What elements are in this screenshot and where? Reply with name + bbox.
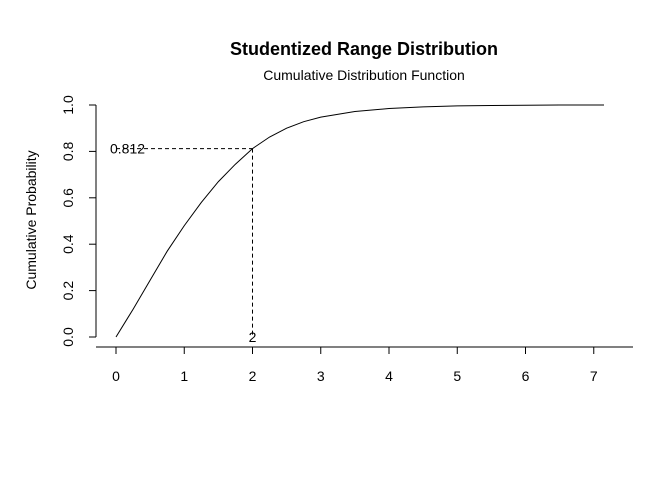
annotation-labels: 0.812 2: [110, 141, 257, 345]
x-tick-label: 4: [385, 368, 393, 384]
y-tick-label: 0.6: [60, 188, 76, 208]
annotation-y-value-label: 0.812: [110, 141, 145, 157]
chart-subtitle: Cumulative Distribution Function: [263, 67, 465, 83]
y-axis-label: Cumulative Probability: [23, 150, 39, 289]
x-tick-label: 6: [522, 368, 530, 384]
annotation-x-value-label: 2: [249, 329, 257, 345]
x-tick-label: 2: [249, 368, 257, 384]
cdf-series-line: [115, 104, 604, 338]
y-tick-label: 0.0: [60, 327, 76, 347]
y-tick-label: 0.2: [60, 281, 76, 301]
x-tick-label: 0: [112, 368, 120, 384]
x-tick-label: 3: [317, 368, 325, 384]
x-tick-label: 7: [590, 368, 598, 384]
axes: 0 1 2 3 4 5 6 7 0.0 0.2 0.4 0.6 0.8 1.0: [60, 95, 633, 384]
x-tick-label: 5: [453, 368, 461, 384]
y-tick-label: 1.0: [60, 95, 76, 115]
chart-title: Studentized Range Distribution: [230, 39, 498, 59]
annotation-guides: [116, 148, 254, 337]
x-tick-label: 1: [180, 368, 188, 384]
y-tick-label: 0.8: [60, 141, 76, 161]
y-tick-label: 0.4: [60, 234, 76, 254]
